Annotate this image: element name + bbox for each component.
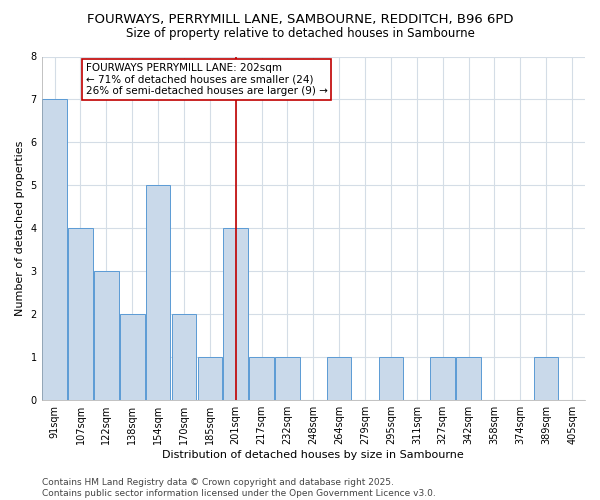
Y-axis label: Number of detached properties: Number of detached properties — [15, 140, 25, 316]
Text: FOURWAYS, PERRYMILL LANE, SAMBOURNE, REDDITCH, B96 6PD: FOURWAYS, PERRYMILL LANE, SAMBOURNE, RED… — [87, 12, 513, 26]
Bar — [197, 357, 222, 400]
X-axis label: Distribution of detached houses by size in Sambourne: Distribution of detached houses by size … — [163, 450, 464, 460]
Bar — [275, 357, 300, 400]
Bar — [68, 228, 93, 400]
Bar — [249, 357, 274, 400]
Bar — [379, 357, 403, 400]
Bar — [120, 314, 145, 400]
Text: FOURWAYS PERRYMILL LANE: 202sqm
← 71% of detached houses are smaller (24)
26% of: FOURWAYS PERRYMILL LANE: 202sqm ← 71% of… — [86, 63, 328, 96]
Text: Contains HM Land Registry data © Crown copyright and database right 2025.
Contai: Contains HM Land Registry data © Crown c… — [42, 478, 436, 498]
Bar — [534, 357, 559, 400]
Text: Size of property relative to detached houses in Sambourne: Size of property relative to detached ho… — [125, 28, 475, 40]
Bar — [43, 100, 67, 400]
Bar — [146, 186, 170, 400]
Bar — [172, 314, 196, 400]
Bar — [430, 357, 455, 400]
Bar — [223, 228, 248, 400]
Bar — [456, 357, 481, 400]
Bar — [94, 272, 119, 400]
Bar — [327, 357, 352, 400]
